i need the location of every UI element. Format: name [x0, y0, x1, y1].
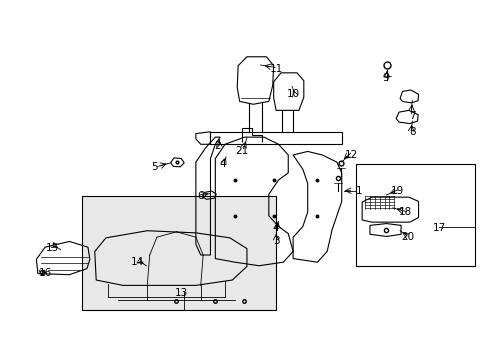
- FancyBboxPatch shape: [81, 196, 276, 310]
- Text: 13: 13: [174, 288, 187, 297]
- Text: 15: 15: [46, 243, 59, 253]
- Text: 21: 21: [235, 147, 248, 157]
- Text: 1: 1: [355, 186, 361, 196]
- Text: 11: 11: [269, 64, 282, 74]
- Text: 9: 9: [382, 73, 388, 83]
- Text: 16: 16: [39, 268, 52, 278]
- Text: 6: 6: [197, 191, 203, 201]
- Text: 5: 5: [151, 162, 158, 172]
- FancyBboxPatch shape: [356, 164, 474, 266]
- Text: 17: 17: [431, 223, 445, 233]
- Text: 8: 8: [408, 127, 415, 137]
- Text: 19: 19: [390, 186, 404, 196]
- Text: 14: 14: [131, 257, 144, 267]
- Text: 20: 20: [400, 232, 413, 242]
- Text: 7: 7: [408, 111, 415, 121]
- Text: 3: 3: [272, 236, 279, 246]
- Text: 4: 4: [219, 159, 225, 169]
- Text: 12: 12: [344, 150, 357, 160]
- Text: 10: 10: [286, 89, 299, 99]
- Text: 4: 4: [272, 223, 279, 233]
- Text: 2: 2: [214, 141, 221, 151]
- Text: 18: 18: [398, 207, 411, 217]
